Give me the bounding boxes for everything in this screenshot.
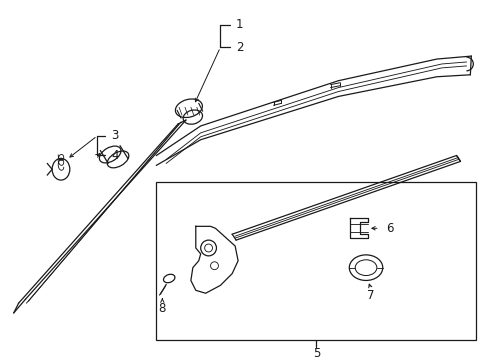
Text: 8: 8 — [158, 302, 166, 315]
Text: 3: 3 — [111, 129, 118, 142]
Text: 2: 2 — [236, 41, 243, 54]
Text: 1: 1 — [236, 18, 243, 31]
Text: 6: 6 — [385, 222, 392, 235]
Bar — [156, 182, 475, 339]
Text: 7: 7 — [366, 289, 374, 302]
Text: 4: 4 — [111, 149, 119, 162]
Text: 5: 5 — [312, 347, 319, 360]
